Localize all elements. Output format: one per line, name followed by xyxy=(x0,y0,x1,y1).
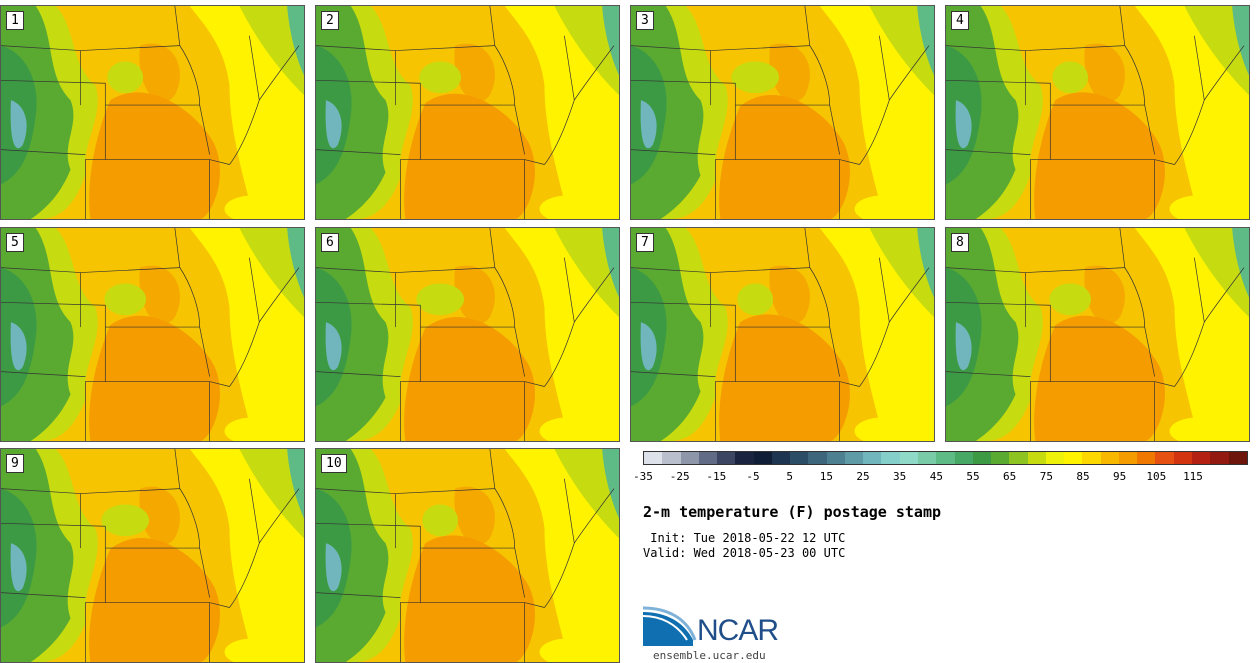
temperature-field xyxy=(631,6,934,219)
colorbar-tick: 15 xyxy=(819,470,833,483)
colorbar-swatch xyxy=(991,452,1010,464)
colorbar-swatch xyxy=(698,452,718,464)
chart-title: 2-m temperature (F) postage stamp xyxy=(643,503,942,521)
member-number-label: 3 xyxy=(636,11,654,30)
map-panel-9: 9 xyxy=(0,448,305,663)
colorbar-tick: 25 xyxy=(856,470,870,483)
colorbar-swatch xyxy=(917,452,937,464)
temperature-field xyxy=(946,6,1249,219)
temperature-field xyxy=(316,449,619,662)
colorbar-swatch xyxy=(771,452,791,464)
map-panel-3: 3 xyxy=(630,5,935,220)
colorbar-swatch xyxy=(844,452,864,464)
temperature-field xyxy=(631,228,934,441)
colorbar-swatch xyxy=(936,452,955,464)
member-number-label: 2 xyxy=(321,11,339,30)
colorbar-swatch xyxy=(1100,452,1119,464)
colorbar-tick: -5 xyxy=(746,470,760,483)
colorbar-swatch xyxy=(1118,452,1138,464)
colorbar-swatch xyxy=(753,452,772,464)
colorbar-swatch xyxy=(954,452,973,464)
temperature-field xyxy=(316,228,619,441)
colorbar-tick: 35 xyxy=(893,470,907,483)
temperature-field xyxy=(1,6,304,219)
colorbar-swatch xyxy=(863,452,882,464)
colorbar-tick: 115 xyxy=(1183,470,1203,483)
colorbar-tick: -15 xyxy=(706,470,727,483)
colorbar-tick: 55 xyxy=(966,470,980,483)
member-number-label: 5 xyxy=(6,233,24,252)
colorbar-tick: -25 xyxy=(669,470,690,483)
logo-url: ensemble.ucar.edu xyxy=(653,649,766,662)
map-panel-4: 4 xyxy=(945,5,1250,220)
map-panel-5: 5 xyxy=(0,227,305,442)
logo-wordmark: NCAR xyxy=(697,614,779,647)
colorbar-tick: 95 xyxy=(1113,470,1127,483)
colorbar-tick: 45 xyxy=(929,470,943,483)
colorbar-tick-labels: -35 -25 -15 -5 5 15 25 35 45 55 65 75 85 95 105 115 xyxy=(633,470,1248,484)
map-panel-8: 8 xyxy=(945,227,1250,442)
member-number-label: 9 xyxy=(6,454,24,473)
colorbar-swatch xyxy=(790,452,809,464)
colorbar-swatch xyxy=(717,452,736,464)
ncar-logo-icon xyxy=(643,606,697,646)
colorbar-swatch xyxy=(1064,452,1083,464)
map-panel-7: 7 xyxy=(630,227,935,442)
colorbar-tick: -35 xyxy=(633,470,653,483)
colorbar-tick: 65 xyxy=(1003,470,1017,483)
colorbar-swatch xyxy=(662,452,681,464)
member-number-label: 1 xyxy=(6,11,24,30)
map-panel-6: 6 xyxy=(315,227,620,442)
map-panel-10: 10 xyxy=(315,448,620,663)
colorbar-swatch xyxy=(644,452,663,464)
temperature-field xyxy=(1,228,304,441)
colorbar-swatch xyxy=(826,452,845,464)
colorbar-swatch xyxy=(680,452,699,464)
member-number-label: 8 xyxy=(951,233,969,252)
colorbar-swatch xyxy=(1228,452,1247,464)
colorbar-swatch xyxy=(735,452,754,464)
colorbar-tick: 85 xyxy=(1076,470,1090,483)
temperature-field xyxy=(1,449,304,662)
map-panel-1: 1 xyxy=(0,5,305,220)
colorbar-swatch xyxy=(1191,452,1211,464)
valid-time: Valid: Wed 2018-05-23 00 UTC xyxy=(643,546,846,560)
colorbar-swatch xyxy=(899,452,918,464)
colorbar-swatch xyxy=(1045,452,1065,464)
run-times: Init: Tue 2018-05-22 12 UTC Valid: Wed 20… xyxy=(643,531,845,561)
member-number-label: 7 xyxy=(636,233,654,252)
temperature-field xyxy=(316,6,619,219)
colorbar-tick: 105 xyxy=(1146,470,1167,483)
colorbar-swatch xyxy=(1155,452,1174,464)
temperature-field xyxy=(946,228,1249,441)
colorbar-swatch xyxy=(808,452,827,464)
map-panel-2: 2 xyxy=(315,5,620,220)
member-number-label: 4 xyxy=(951,11,969,30)
member-number-label: 10 xyxy=(321,454,347,473)
init-time: Init: Tue 2018-05-22 12 UTC xyxy=(643,531,846,545)
colorbar-swatch xyxy=(1137,452,1156,464)
colorbar-swatch xyxy=(972,452,992,464)
colorbar-swatch xyxy=(881,452,900,464)
member-number-label: 6 xyxy=(321,233,339,252)
colorbar-swatch xyxy=(1009,452,1028,464)
colorbar-swatch xyxy=(1210,452,1229,464)
colorbar-swatch xyxy=(1082,452,1101,464)
colorbar-swatch xyxy=(1027,452,1046,464)
colorbar-tick: 75 xyxy=(1039,470,1053,483)
colorbar-tick: 5 xyxy=(786,470,793,483)
colorbar-swatch xyxy=(1173,452,1192,464)
temperature-colorbar xyxy=(643,451,1248,465)
